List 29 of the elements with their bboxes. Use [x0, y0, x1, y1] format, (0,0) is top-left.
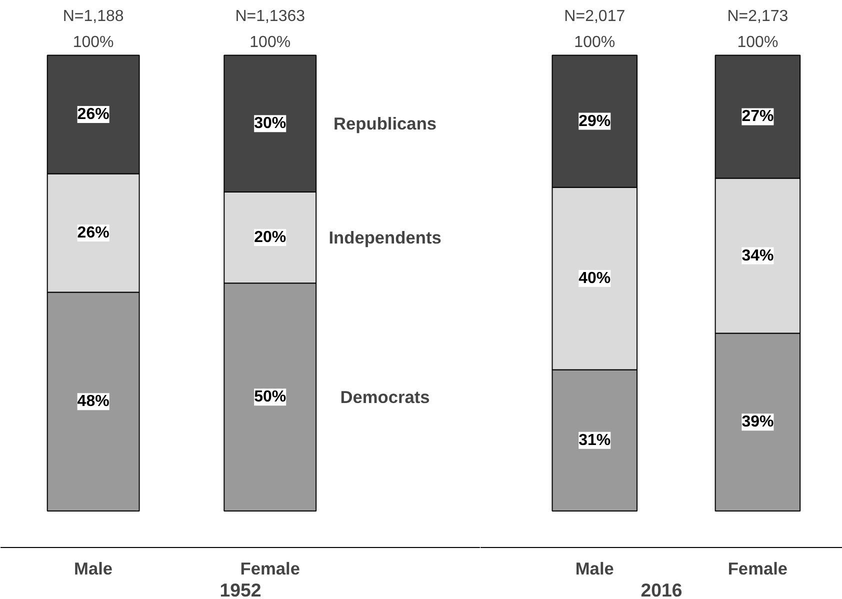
- total-label: 100%: [574, 34, 616, 52]
- data-label: 30%: [254, 115, 286, 132]
- annotation: N=2,173: [727, 8, 788, 26]
- annotation: N=1,1363: [235, 8, 306, 26]
- data-label: 26%: [77, 224, 110, 242]
- series-label: Independents: [328, 228, 442, 248]
- annotation: N=1,188: [62, 8, 124, 26]
- data-label: 29%: [578, 112, 611, 130]
- x-tick-label: Female: [240, 558, 300, 578]
- data-label: 27%: [742, 108, 774, 126]
- total-label: 100%: [250, 34, 291, 52]
- data-label: 20%: [254, 229, 286, 246]
- total-label: 100%: [72, 34, 114, 52]
- x-tick-label: Male: [575, 558, 614, 578]
- data-label: 39%: [742, 414, 774, 431]
- x-tick-label: Male: [74, 558, 113, 578]
- data-label: 34%: [742, 247, 774, 264]
- total-label: 100%: [737, 34, 778, 52]
- series-label: Democrats: [340, 387, 430, 408]
- annotation: N=2,017: [564, 8, 626, 26]
- data-label: 48%: [77, 393, 110, 410]
- data-label: 26%: [77, 106, 110, 123]
- x-tick-label: Female: [728, 558, 788, 578]
- series-label: Republicans: [334, 114, 437, 134]
- data-label: 50%: [254, 388, 286, 406]
- x-axis-title: 1952: [220, 580, 262, 599]
- data-label: 31%: [578, 432, 611, 449]
- data-label: 40%: [578, 270, 611, 288]
- x-axis-title: 2016: [640, 580, 682, 599]
